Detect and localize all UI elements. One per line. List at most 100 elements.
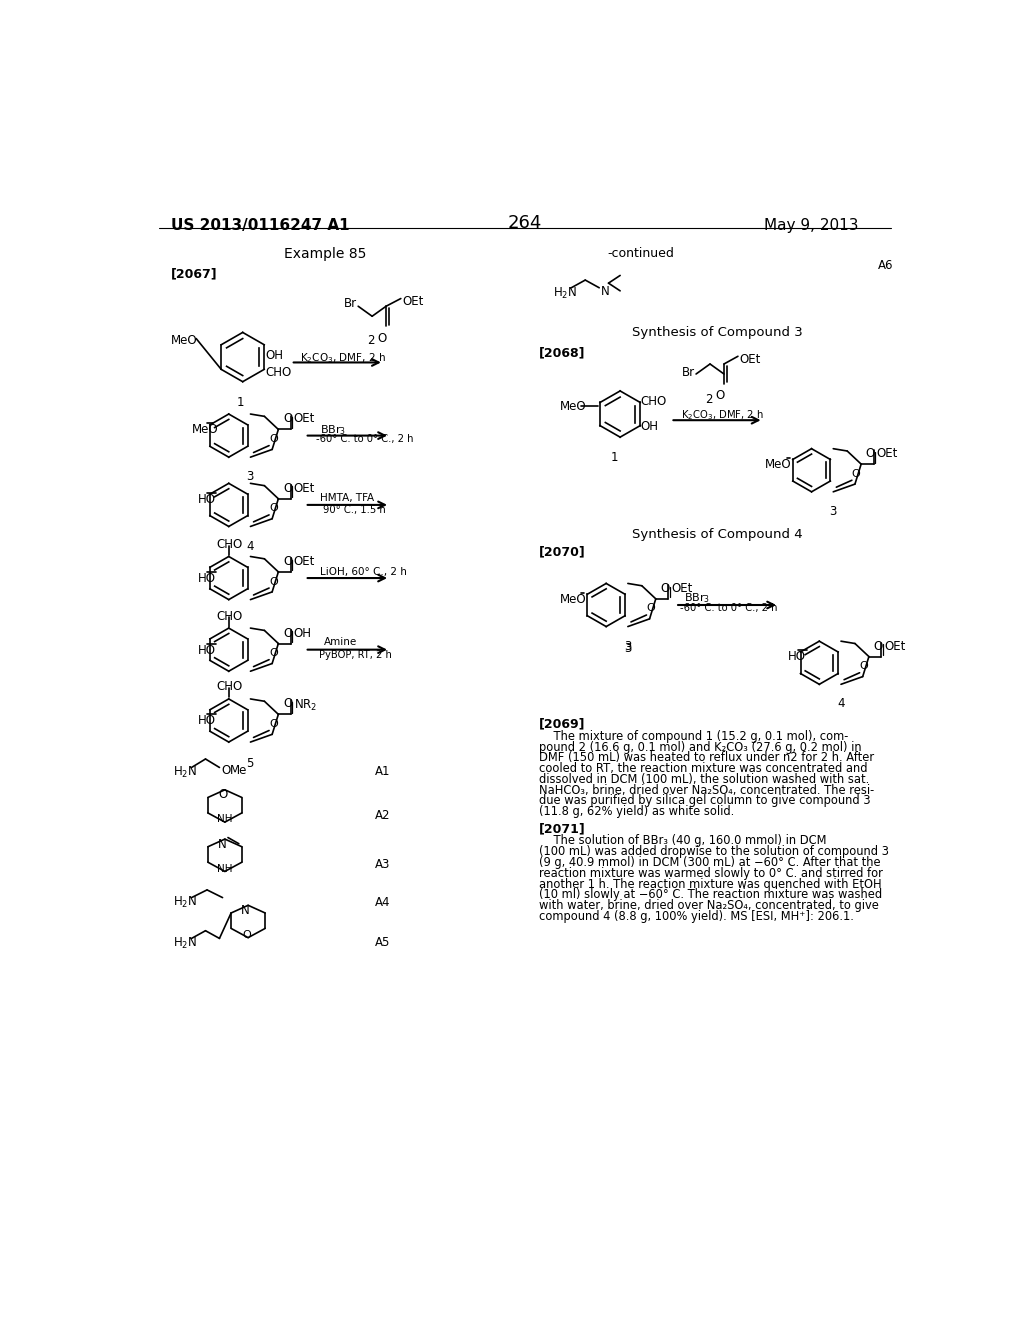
Text: OH: OH (294, 627, 312, 640)
Text: [2069]: [2069] (539, 718, 586, 730)
Text: NR$_2$: NR$_2$ (294, 697, 317, 713)
Text: CHO: CHO (216, 610, 243, 623)
Text: Amine: Amine (324, 638, 357, 647)
Text: OH: OH (640, 420, 658, 433)
Text: HMTA, TFA: HMTA, TFA (321, 492, 375, 503)
Text: HO: HO (198, 714, 216, 727)
Text: O: O (283, 412, 292, 425)
Text: N: N (601, 285, 609, 298)
Text: Synthesis of Compound 4: Synthesis of Compound 4 (632, 528, 803, 541)
Text: -continued: -continued (607, 247, 674, 260)
Text: NaHCO₃, brine, dried over Na₂SO₄, concentrated. The resi-: NaHCO₃, brine, dried over Na₂SO₄, concen… (539, 784, 874, 797)
Text: Synthesis of Compound 3: Synthesis of Compound 3 (632, 326, 803, 339)
Text: O: O (219, 788, 228, 801)
Text: HO: HO (788, 651, 806, 664)
Text: 2: 2 (367, 334, 374, 347)
Text: CHO: CHO (265, 367, 292, 379)
Text: Example 85: Example 85 (285, 247, 367, 261)
Text: Br: Br (682, 367, 695, 379)
Text: OEt: OEt (294, 482, 315, 495)
Text: OEt: OEt (402, 296, 424, 309)
Text: 264: 264 (508, 214, 542, 232)
Text: another 1 h. The reaction mixture was quenched with EtOH: another 1 h. The reaction mixture was qu… (539, 878, 882, 891)
Text: OH: OH (265, 350, 284, 363)
Text: N: N (218, 838, 226, 850)
Text: O: O (269, 648, 278, 659)
Text: CHO: CHO (216, 681, 243, 693)
Text: MeO: MeO (560, 400, 587, 413)
Text: CHO: CHO (640, 395, 667, 408)
Text: A5: A5 (375, 936, 390, 949)
Text: O: O (283, 554, 292, 568)
Text: with water, brine, dried over Na₂SO₄, concentrated, to give: with water, brine, dried over Na₂SO₄, co… (539, 899, 879, 912)
Text: BBr$_3$: BBr$_3$ (684, 591, 711, 605)
Text: pound 2 (16.6 g, 0.1 mol) and K₂CO₃ (27.6 g, 0.2 mol) in: pound 2 (16.6 g, 0.1 mol) and K₂CO₃ (27.… (539, 741, 861, 754)
Text: O: O (852, 469, 860, 479)
Text: O: O (378, 331, 387, 345)
Text: O: O (873, 640, 883, 652)
Text: [2070]: [2070] (539, 545, 586, 558)
Text: 3: 3 (247, 470, 254, 483)
Text: 2: 2 (706, 393, 713, 407)
Text: OEt: OEt (294, 412, 315, 425)
Text: A4: A4 (375, 896, 390, 909)
Text: LiOH, 60° C., 2 h: LiOH, 60° C., 2 h (321, 566, 408, 577)
Text: The solution of BBr₃ (40 g, 160.0 mmol) in DCM: The solution of BBr₃ (40 g, 160.0 mmol) … (539, 834, 826, 847)
Text: OEt: OEt (739, 354, 761, 366)
Text: O: O (283, 482, 292, 495)
Text: K$_2$CO$_3$, DMF, 2 h: K$_2$CO$_3$, DMF, 2 h (681, 408, 764, 421)
Text: O: O (269, 503, 278, 513)
Text: A1: A1 (375, 766, 390, 779)
Text: 5: 5 (247, 758, 254, 771)
Text: $\mathsf{O}$: $\mathsf{O}$ (221, 764, 231, 777)
Text: [2067]: [2067] (171, 268, 217, 281)
Text: O: O (242, 929, 251, 940)
Text: due was purified by silica gel column to give compound 3: due was purified by silica gel column to… (539, 795, 870, 808)
Text: (11.8 g, 62% yield) as white solid.: (11.8 g, 62% yield) as white solid. (539, 805, 734, 818)
Text: A6: A6 (879, 259, 894, 272)
Text: US 2013/0116247 A1: US 2013/0116247 A1 (171, 218, 349, 234)
Text: O: O (716, 389, 725, 403)
Text: DMF (150 mL) was heated to reflux under n2 for 2 h. After: DMF (150 mL) was heated to reflux under … (539, 751, 873, 764)
Text: 3: 3 (624, 642, 632, 655)
Text: Me: Me (230, 764, 248, 777)
Text: MeO: MeO (765, 458, 792, 471)
Text: BBr$_3$: BBr$_3$ (321, 424, 346, 437)
Text: H$_2$N: H$_2$N (173, 766, 197, 780)
Text: NH: NH (217, 863, 232, 874)
Text: 1: 1 (611, 451, 618, 465)
Text: MeO: MeO (560, 593, 587, 606)
Text: A2: A2 (375, 809, 390, 822)
Text: MeO: MeO (191, 424, 218, 437)
Text: (10 ml) slowly at −60° C. The reaction mixture was washed: (10 ml) slowly at −60° C. The reaction m… (539, 888, 882, 902)
Text: HO: HO (198, 644, 216, 656)
Text: dissolved in DCM (100 mL), the solution washed with sat.: dissolved in DCM (100 mL), the solution … (539, 774, 869, 785)
Text: O: O (269, 577, 278, 586)
Text: OEt: OEt (885, 640, 906, 652)
Text: 90° C., 1.5 h: 90° C., 1.5 h (324, 506, 386, 515)
Text: K$_2$CO$_3$, DMF, 2 h: K$_2$CO$_3$, DMF, 2 h (300, 351, 386, 364)
Text: O: O (269, 719, 278, 729)
Text: cooled to RT, the reaction mixture was concentrated and: cooled to RT, the reaction mixture was c… (539, 762, 867, 775)
Text: (9 g, 40.9 mmol) in DCM (300 mL) at −60° C. After that the: (9 g, 40.9 mmol) in DCM (300 mL) at −60°… (539, 857, 881, 869)
Text: 3: 3 (829, 506, 837, 517)
Text: -60° C. to 0° C., 2 h: -60° C. to 0° C., 2 h (315, 434, 413, 444)
Text: May 9, 2013: May 9, 2013 (764, 218, 858, 234)
Text: O: O (859, 661, 868, 671)
Text: [2068]: [2068] (539, 346, 586, 359)
Text: OEt: OEt (672, 582, 692, 595)
Text: HO: HO (198, 492, 216, 506)
Text: 4: 4 (247, 540, 254, 553)
Text: A3: A3 (375, 858, 390, 871)
Text: CHO: CHO (216, 539, 243, 550)
Text: O: O (660, 582, 670, 595)
Text: H$_2$N: H$_2$N (553, 285, 577, 301)
Text: PyBOP, RT, 2 h: PyBOP, RT, 2 h (318, 649, 391, 660)
Text: 1: 1 (237, 396, 244, 409)
Text: (100 mL) was added dropwise to the solution of compound 3: (100 mL) was added dropwise to the solut… (539, 845, 889, 858)
Text: [2071]: [2071] (539, 822, 586, 836)
Text: Br: Br (343, 297, 356, 310)
Text: OEt: OEt (877, 447, 898, 461)
Text: -60° C. to 0° C., 2 h: -60° C. to 0° C., 2 h (680, 603, 777, 614)
Text: MeO: MeO (171, 334, 198, 347)
